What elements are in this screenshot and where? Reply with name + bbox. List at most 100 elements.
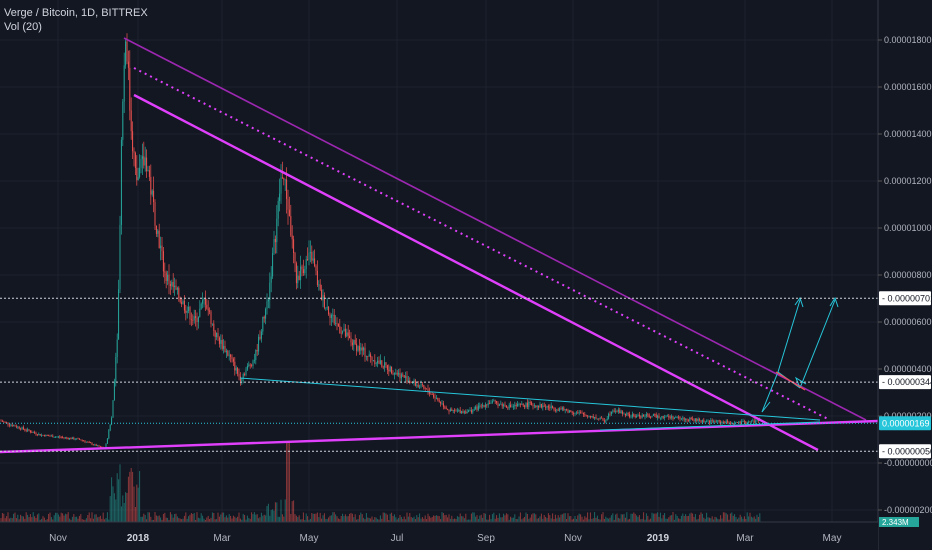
- volume-bar: [399, 514, 401, 522]
- candle-body: [351, 342, 353, 346]
- candle-body: [18, 426, 20, 429]
- candle-body: [574, 413, 576, 415]
- candle-body: [95, 444, 97, 446]
- candle-body: [465, 411, 467, 414]
- candle-body: [508, 404, 510, 409]
- volume-bar: [699, 514, 701, 522]
- candle-body: [315, 265, 317, 271]
- volume-bar: [374, 517, 376, 522]
- volume-bar: [294, 514, 296, 522]
- candle-body: [487, 402, 489, 406]
- candle-body: [601, 417, 603, 419]
- candle-body: [682, 417, 684, 419]
- volume-bar: [35, 517, 37, 522]
- candle-body: [685, 418, 687, 420]
- volume-bar: [683, 515, 685, 522]
- candle-body: [94, 444, 96, 446]
- volume-bar: [655, 513, 657, 522]
- volume-bar: [309, 518, 311, 522]
- candle-body: [197, 316, 199, 323]
- volume-bar: [497, 517, 499, 522]
- candle-body: [725, 420, 727, 424]
- candle-body: [550, 405, 552, 409]
- candle-body: [308, 252, 310, 260]
- volume-badge: [879, 517, 919, 527]
- volume-bar: [543, 515, 545, 522]
- volume-bar: [522, 518, 524, 522]
- volume-bar: [508, 519, 510, 522]
- volume-bar: [665, 518, 667, 522]
- volume-bar: [384, 512, 386, 522]
- volume-bar: [476, 515, 478, 522]
- candle-body: [494, 400, 496, 402]
- candle-body: [384, 362, 386, 368]
- volume-bar: [43, 517, 45, 522]
- volume-bar: [498, 513, 500, 522]
- descending-trendline: [133, 93, 819, 452]
- candle-body: [304, 269, 306, 274]
- candle-body: [665, 416, 667, 418]
- volume-bar: [165, 517, 167, 522]
- volume-bar: [4, 518, 6, 522]
- candle-body: [637, 414, 639, 417]
- volume-bar: [372, 519, 374, 522]
- candle-body: [673, 417, 675, 420]
- candle-body: [452, 410, 454, 411]
- candle-body: [399, 372, 401, 379]
- volume-bar: [714, 516, 716, 522]
- candle-body: [290, 216, 292, 236]
- volume-bar: [27, 514, 29, 522]
- volume-bar: [295, 515, 297, 522]
- candle-body: [480, 405, 482, 407]
- candle-body: [101, 446, 103, 448]
- candle-body: [409, 380, 411, 382]
- time-axis[interactable]: Nov 2018 Mar May Jul Sep Nov 2019 Mar May: [0, 521, 878, 550]
- candle-body: [473, 409, 475, 411]
- candle-body: [680, 418, 682, 420]
- candle-body: [588, 416, 590, 417]
- candle-body: [319, 284, 321, 290]
- candle-body: [333, 314, 335, 324]
- volume-bar: [385, 513, 387, 522]
- candle-body: [721, 422, 723, 424]
- candle-body: [449, 409, 451, 412]
- volume-bar: [350, 512, 352, 522]
- candle-body: [510, 404, 512, 408]
- candle-body: [749, 421, 751, 423]
- volume-bar: [613, 519, 615, 522]
- candle-body: [158, 230, 160, 249]
- volume-bar: [442, 513, 444, 522]
- projection-arrow: [777, 299, 801, 373]
- candle-body: [417, 384, 419, 388]
- volume-bar: [81, 519, 83, 522]
- candle-body: [690, 417, 692, 420]
- candle-body: [395, 372, 397, 374]
- volume-bar: [382, 512, 384, 522]
- candle-body: [552, 405, 554, 408]
- trendline-drawings[interactable]: [0, 37, 879, 454]
- candle-body: [676, 416, 678, 418]
- volume-bar: [412, 517, 414, 522]
- candle-body: [17, 426, 19, 428]
- volume-bar: [181, 519, 183, 522]
- volume-bar: [351, 513, 353, 522]
- candle-body: [742, 421, 744, 422]
- horizontal-levels[interactable]: [0, 297, 878, 452]
- volume-bar: [123, 502, 125, 522]
- price-tick-label: 0.00001400: [884, 129, 932, 139]
- candle-body: [403, 375, 405, 378]
- candle-body: [687, 420, 689, 422]
- price-axis[interactable]: 0.00001800 0.00001600 0.00001400 0.00001200…: [877, 0, 932, 550]
- volume-bar: [640, 519, 642, 522]
- volume-bar: [108, 519, 110, 522]
- candle-body: [444, 406, 446, 408]
- price-level-label: 0.00000169: [882, 418, 930, 428]
- candle-body: [253, 359, 255, 361]
- candle-body: [451, 409, 453, 411]
- candle-body: [88, 442, 90, 443]
- volume-bar: [328, 517, 330, 522]
- volume-bar: [132, 471, 134, 522]
- candle-body: [755, 421, 757, 423]
- candle-body: [599, 417, 601, 419]
